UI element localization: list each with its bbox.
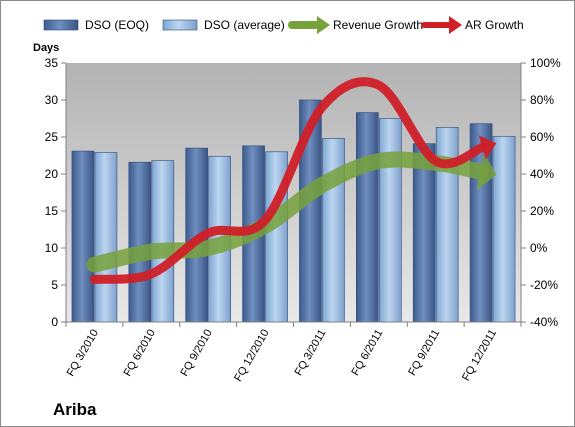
y-tick-label: 35 bbox=[45, 56, 59, 70]
y-tick-label: 0 bbox=[51, 315, 58, 329]
y2-tick-label: 60% bbox=[530, 130, 554, 144]
y2-tick-label: 100% bbox=[530, 56, 561, 70]
y2-tick-label: 20% bbox=[530, 204, 554, 218]
y-axis-title: Days bbox=[33, 42, 59, 54]
y2-tick-label: -20% bbox=[530, 278, 558, 292]
bar-dso-average bbox=[151, 160, 175, 323]
y-tick-label: 25 bbox=[45, 130, 59, 144]
y-tick-label: 15 bbox=[45, 204, 59, 218]
legend-label-revenue-growth: Revenue Growth bbox=[333, 18, 423, 32]
lines-layer bbox=[86, 77, 497, 284]
company-label: Ariba bbox=[53, 400, 97, 419]
ar-growth-arrowhead bbox=[478, 135, 497, 160]
bar-dso-average bbox=[492, 135, 516, 323]
legend-label-ar-growth: AR Growth bbox=[465, 18, 524, 32]
legend-swatch-dso-eoq- bbox=[43, 19, 79, 31]
y-tick-label: 20 bbox=[45, 167, 59, 181]
legend-label-dso-eoq-: DSO (EOQ) bbox=[85, 18, 149, 32]
y-tick-label: 5 bbox=[51, 278, 58, 292]
legend-label-dso-average-: DSO (average) bbox=[204, 18, 285, 32]
bar-dso-eoq bbox=[128, 161, 152, 323]
y2-tick-label: 80% bbox=[530, 93, 554, 107]
y-tick-label: 10 bbox=[45, 241, 59, 255]
legend: DSO (EOQ) DSO (average) Revenue Growth AR G… bbox=[43, 16, 524, 34]
y2-tick-label: 40% bbox=[530, 167, 554, 181]
y2-tick-label: -40% bbox=[530, 315, 558, 329]
legend-arrowhead-ar-growth bbox=[449, 16, 462, 34]
y-tick-label: 30 bbox=[45, 93, 59, 107]
bar-dso-eoq bbox=[71, 150, 95, 323]
legend-swatch-dso-average- bbox=[162, 19, 198, 31]
bar-dso-eoq bbox=[356, 112, 379, 323]
y2-tick-label: 0% bbox=[530, 241, 548, 255]
revenue-growth-arrowhead bbox=[476, 152, 497, 191]
legend-arrowhead-revenue-growth bbox=[317, 16, 330, 34]
bar-dso-average bbox=[379, 118, 402, 323]
ar-growth-line bbox=[89, 77, 487, 284]
bar-dso-average bbox=[94, 152, 118, 323]
